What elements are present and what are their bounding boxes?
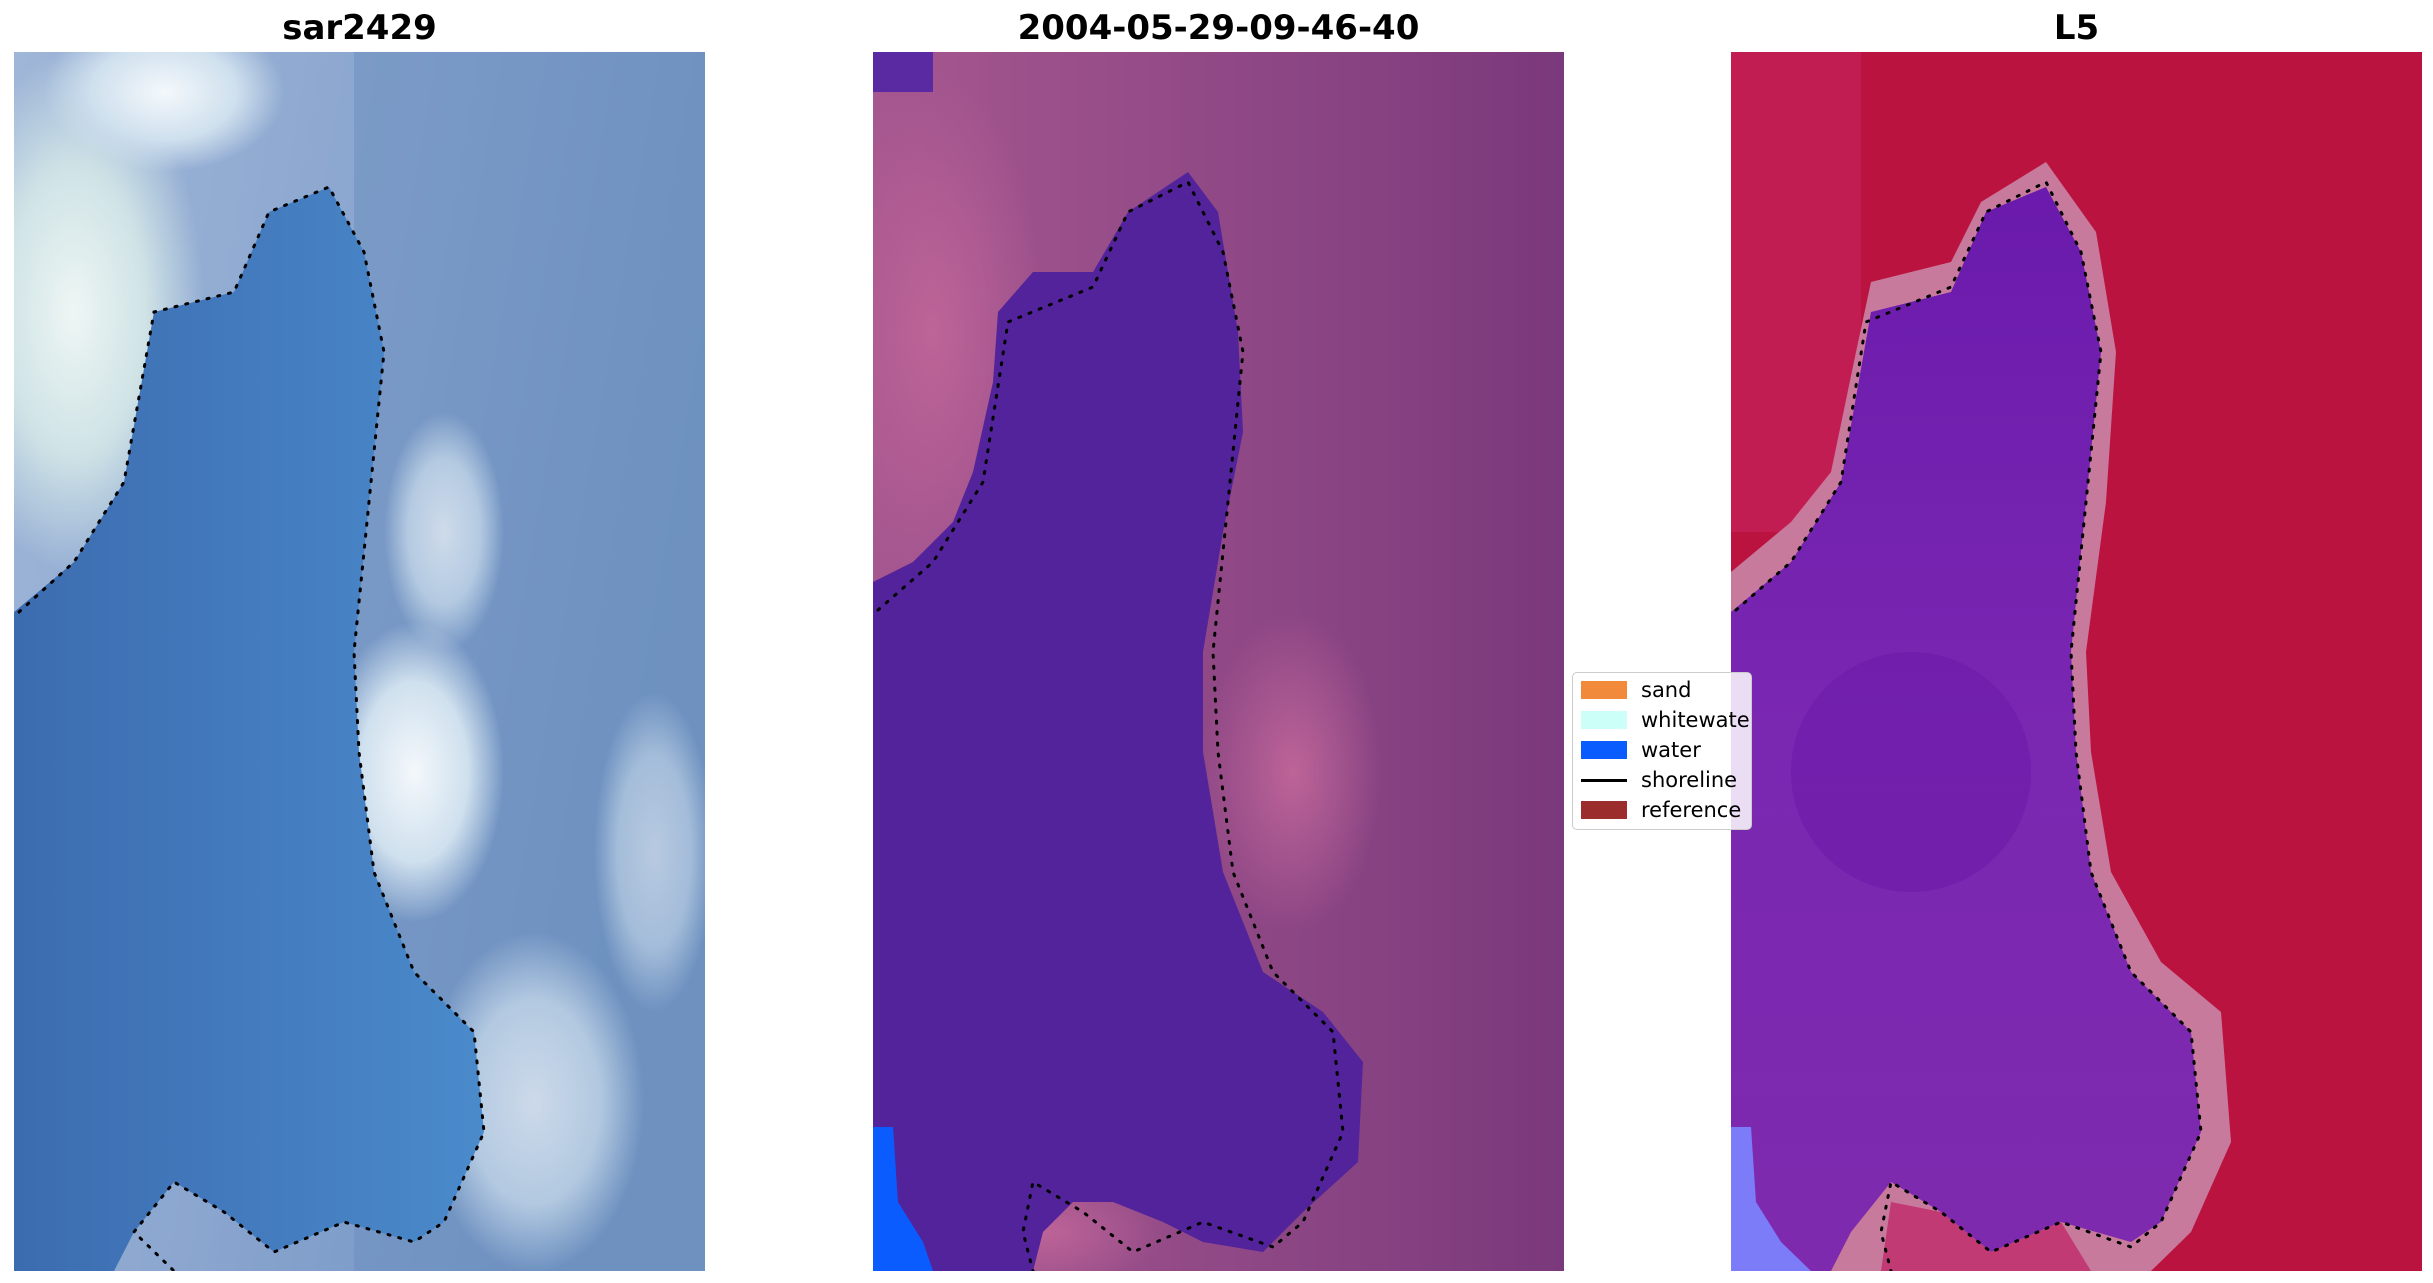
legend-label-reference: reference xyxy=(1641,798,1742,822)
legend-item-shoreline: shoreline xyxy=(1581,767,1751,793)
index-image-panel xyxy=(1731,52,2422,1271)
legend-swatch-reference xyxy=(1581,801,1627,819)
legend-item-reference: reference xyxy=(1581,797,1751,823)
panel-title-index: L5 xyxy=(2053,8,2100,48)
panel-title-rgb: sar2429 xyxy=(282,8,437,48)
rgb-shoreline xyxy=(17,185,486,1271)
legend-label-water: water xyxy=(1641,738,1701,762)
legend-item-whitewater: whitewater xyxy=(1581,707,1752,733)
panel-title-classified: 2004-05-29-09-46-40 xyxy=(1017,8,1420,48)
legend-item-water: water xyxy=(1581,737,1751,763)
rgb-image-panel xyxy=(14,52,705,1271)
legend-swatch-water xyxy=(1581,741,1627,759)
index-image xyxy=(1731,52,2422,1271)
classified-image-panel xyxy=(873,52,1564,1271)
legend-swatch-sand xyxy=(1581,681,1627,699)
legend-item-sand: sand xyxy=(1581,677,1751,703)
legend-label-shoreline: shoreline xyxy=(1641,768,1738,792)
legend-swatch-whitewater xyxy=(1581,711,1627,729)
legend-label-sand: sand xyxy=(1641,678,1692,702)
classified-water-body xyxy=(873,172,1363,1271)
legend-line-shoreline xyxy=(1581,778,1627,782)
classified-image xyxy=(873,52,1564,1271)
rgb-water-body xyxy=(14,187,484,1271)
legend-label-whitewater: whitewater xyxy=(1641,708,1752,732)
rgb-image xyxy=(14,52,705,1271)
index-water-blue xyxy=(1731,1127,1811,1271)
index-shoreline xyxy=(1734,179,2203,1271)
classified-water-blue xyxy=(873,1127,933,1271)
legend: sand whitewater water shoreline referenc… xyxy=(1572,672,1752,830)
index-pink-bay xyxy=(1881,1202,2091,1271)
classified-shoreline xyxy=(876,179,1345,1271)
